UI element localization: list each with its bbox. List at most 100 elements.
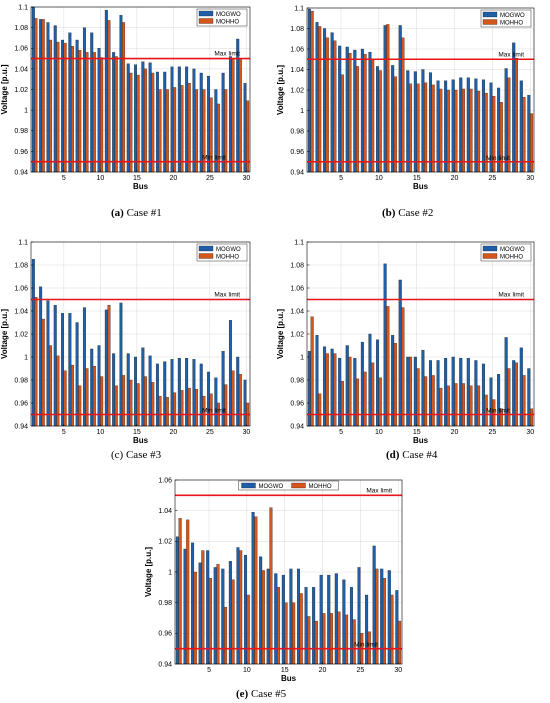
bar-mogwo-bus-6 xyxy=(68,313,72,427)
bar-mohho-bus-8 xyxy=(85,368,89,427)
bar-mohho-bus-17 xyxy=(299,593,303,665)
bar-mohho-bus-2 xyxy=(186,519,190,665)
bar-mohho-bus-16 xyxy=(424,82,428,173)
x-tick-label: 25 xyxy=(356,667,364,674)
bar-mogwo-bus-6 xyxy=(345,46,349,173)
max-limit-label: Max limit xyxy=(214,51,240,58)
bar-mohho-bus-9 xyxy=(239,550,243,665)
y-tick-label: 0.98 xyxy=(14,128,28,135)
legend-swatch-mohho xyxy=(291,482,306,489)
y-tick-label: 0.96 xyxy=(14,400,28,407)
x-axis-label: Bus xyxy=(133,182,149,191)
x-tick-label: 30 xyxy=(242,429,250,436)
bar-mohho-bus-4 xyxy=(56,355,60,427)
bar-mogwo-bus-21 xyxy=(177,66,181,173)
y-tick-label: 1.04 xyxy=(290,67,304,74)
legend-label-mogwo: MOGWO xyxy=(216,247,241,253)
caption-text-c: Case #3 xyxy=(125,449,162,461)
bar-mogwo-bus-3 xyxy=(191,542,195,665)
bar-mohho-bus-19 xyxy=(165,397,169,427)
bar-mogwo-bus-7 xyxy=(221,568,225,665)
bar-mohho-bus-13 xyxy=(401,307,405,427)
bar-mogwo-bus-30 xyxy=(527,368,531,427)
x-tick-label: 10 xyxy=(243,667,251,674)
y-tick-label: 0.94 xyxy=(290,169,304,176)
legend-box xyxy=(238,480,339,491)
x-tick-label: 10 xyxy=(96,175,104,182)
y-tick-label: 1.02 xyxy=(290,331,304,338)
chart-panel-case-4: Max limit Min limit 0.94 0.96 0.98 1 1.02 1.04 1… xyxy=(276,232,542,445)
bar-mohho-bus-16 xyxy=(424,376,428,427)
bar-mogwo-bus-30 xyxy=(527,94,531,173)
x-axis-label: Bus xyxy=(413,436,429,445)
min-limit-label: Min limit xyxy=(486,408,510,415)
bar-mohho-bus-14 xyxy=(276,587,281,665)
bar-mohho-bus-2 xyxy=(41,19,45,173)
bar-mohho-bus-1 xyxy=(178,518,182,665)
y-axis-label: Voltage [p.u.] xyxy=(276,65,285,115)
bar-mogwo-bus-11 xyxy=(383,263,387,427)
y-tick-label: 0.94 xyxy=(158,661,172,668)
y-tick-label: 1 xyxy=(300,108,304,115)
bar-mogwo-bus-4 xyxy=(330,32,334,173)
bar-mohho-bus-29 xyxy=(522,375,526,427)
bar-mohho-bus-19 xyxy=(165,89,169,173)
bar-mohho-bus-20 xyxy=(454,383,458,427)
y-tick-label: 1 xyxy=(24,108,28,115)
bar-mohho-bus-10 xyxy=(378,377,382,427)
bar-mohho-bus-6 xyxy=(71,46,74,173)
bar-mogwo-bus-23 xyxy=(474,78,478,173)
x-tick-label: 25 xyxy=(488,429,496,436)
y-axis-label: Voltage [p.u.] xyxy=(144,547,153,597)
bar-mogwo-bus-25 xyxy=(207,371,211,427)
bar-mogwo-bus-3 xyxy=(46,300,50,427)
bar-mohho-bus-27 xyxy=(507,368,511,427)
bar-mohho-bus-12 xyxy=(261,570,265,665)
bar-mogwo-bus-16 xyxy=(141,61,145,173)
legend-swatch-mogwo xyxy=(198,245,214,252)
chart-e: Max limit Min limit 0.94 0.96 0.98 1 1.02 1.04 1… xyxy=(144,477,403,683)
bar-mohho-bus-16 xyxy=(143,68,147,173)
bar-mohho-bus-12 xyxy=(114,56,118,173)
bar-mogwo-bus-10 xyxy=(244,554,248,665)
bar-mogwo-bus-19 xyxy=(444,358,448,427)
min-limit-label: Min limit xyxy=(202,408,226,415)
bar-mohho-bus-14 xyxy=(408,356,413,427)
caption-text-d: Case #4 xyxy=(402,449,438,461)
bar-mogwo-bus-30 xyxy=(243,379,247,427)
bar-mohho-bus-11 xyxy=(386,24,390,173)
bar-mogwo-bus-12 xyxy=(391,65,395,173)
caption-case-5: (e) Case #5 xyxy=(236,688,286,700)
bar-mohho-bus-1 xyxy=(34,18,38,173)
chart-panel-case-3: Max limit Min limit 0.94 0.96 0.98 1 1.02 1.04 1… xyxy=(0,232,258,445)
bar-mohho-bus-23 xyxy=(345,614,349,665)
bar-mohho-bus-4 xyxy=(201,550,205,665)
y-axis-label: Voltage [p.u.] xyxy=(0,64,9,114)
bar-mohho-bus-28 xyxy=(382,577,386,665)
caption-case-1: (a) Case #1 xyxy=(111,207,162,219)
bar-mogwo-bus-22 xyxy=(185,358,189,427)
min-limit-label: Min limit xyxy=(354,642,378,649)
bar-mohho-bus-9 xyxy=(92,366,96,427)
x-tick-label: 15 xyxy=(133,429,141,436)
bar-mohho-bus-9 xyxy=(92,52,96,173)
caption-label-a: (a) xyxy=(111,207,124,219)
x-tick-label: 25 xyxy=(206,429,214,436)
y-tick-label: 1.06 xyxy=(290,46,304,53)
bar-mohho-bus-5 xyxy=(340,380,344,427)
bar-mohho-bus-3 xyxy=(193,571,197,665)
bar-mohho-bus-7 xyxy=(224,607,228,665)
legend-swatch-mogwo xyxy=(482,11,498,18)
y-axis-label: Voltage [p.u.] xyxy=(276,309,285,359)
max-limit-label: Max limit xyxy=(214,292,240,299)
legend-label-mohho: MOHHO xyxy=(500,255,523,261)
chart-d: Max limit Min limit 0.94 0.96 0.98 1 1.02 1.04 1… xyxy=(276,239,535,445)
chart-b: Max limit Min limit 0.94 0.96 0.98 1 1.02 1.04 1… xyxy=(276,5,535,191)
bar-mogwo-bus-30 xyxy=(395,590,399,665)
chart-panel-case-5: Max limit Min limit 0.94 0.96 0.98 1 1.02 1.04 1… xyxy=(140,470,410,683)
y-tick-label: 1.02 xyxy=(14,331,28,338)
bar-mogwo-bus-2 xyxy=(315,335,319,427)
bar-mogwo-bus-22 xyxy=(466,358,470,427)
bar-mogwo-bus-20 xyxy=(451,79,455,173)
x-tick-label: 10 xyxy=(375,429,383,436)
